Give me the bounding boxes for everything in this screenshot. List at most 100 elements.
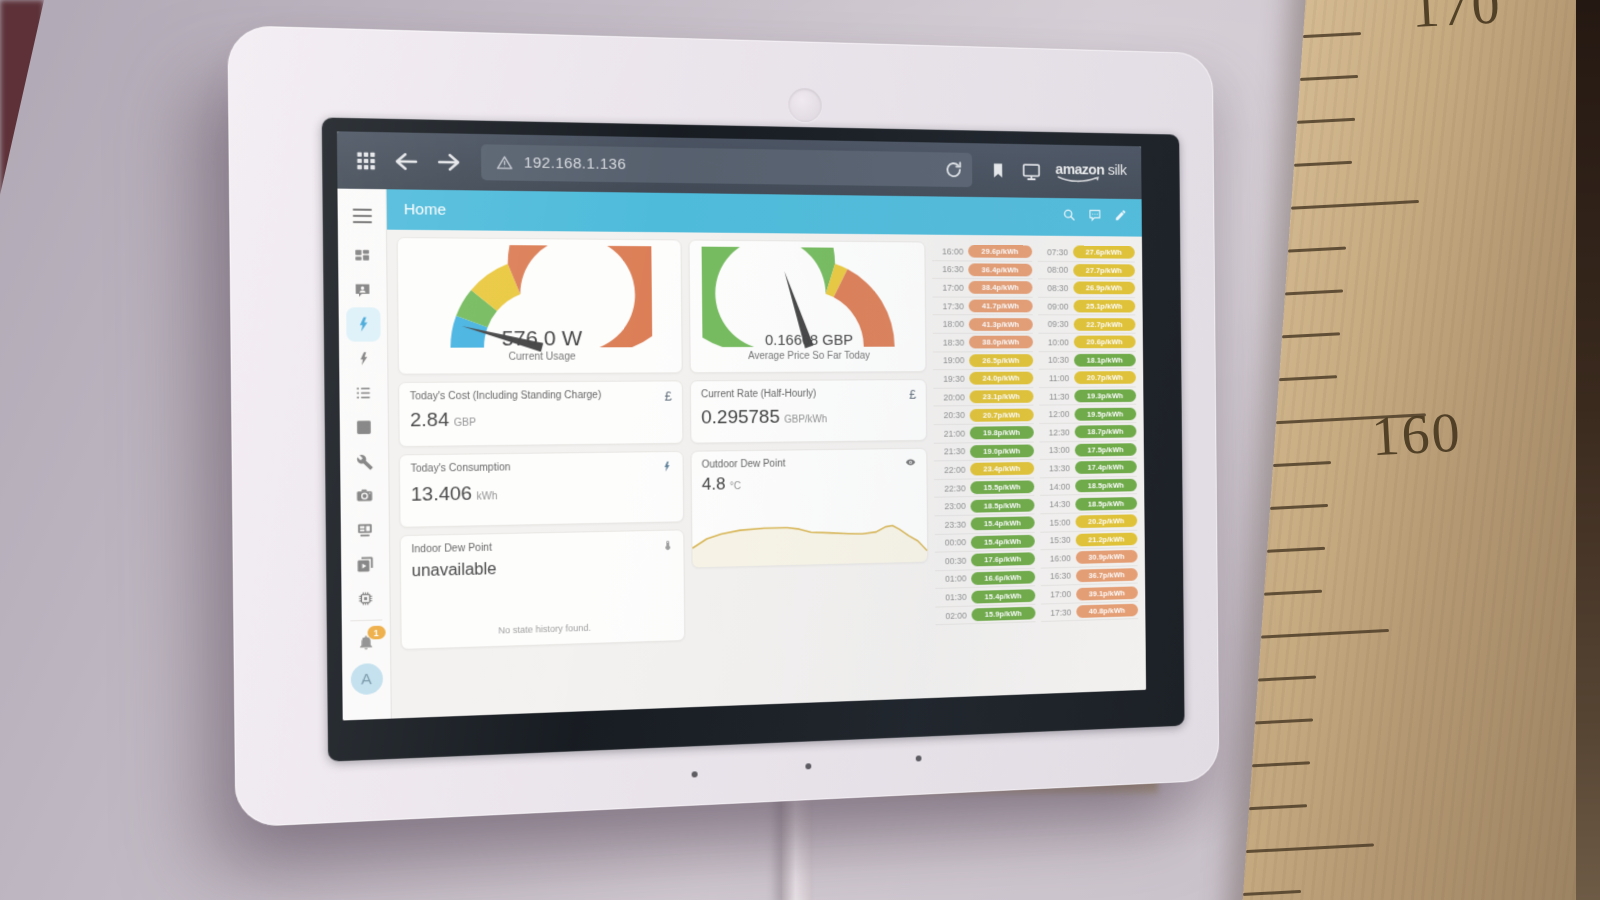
tabs-button[interactable] [1020,160,1043,182]
price-row: 10:00 20.6p/kWh [1038,333,1136,352]
ruler-tick [1284,289,1344,296]
camera-lens [787,88,822,123]
price-time: 20:00 [943,392,965,403]
assist-icon[interactable] [1088,208,1101,226]
price-row: 21:00 19.8p/kWh [933,424,1034,444]
gauge-caption: Current Usage [508,351,576,363]
sidebar-item-hacs[interactable] [348,513,383,548]
ruler-tick [1269,503,1329,510]
price-pill: 41.7p/kWh [968,299,1033,313]
price-pill: 15.4p/kWh [970,516,1035,531]
price-time: 14:00 [1049,481,1071,492]
sidebar-item-logbook[interactable] [346,376,381,410]
ruler-label-160: 160 [1369,401,1464,469]
price-pill: 24.0p/kWh [969,372,1033,386]
price-pill: 15.4p/kWh [971,588,1035,604]
sidebar-item-overview[interactable] [345,239,380,274]
card-indoor-dew-point[interactable]: Indoor Dew Point unavailable No state hi… [399,529,686,650]
gauge-card-average-price[interactable]: 0.16668 GBP Average Price So Far Today [688,239,927,374]
notifications-button[interactable]: 1 [349,625,386,660]
price-pill: 17.4p/kWh [1074,460,1137,475]
sidebar-item-media[interactable] [348,547,383,582]
bookmark-button[interactable] [989,160,1007,181]
dew-point-history-graph [692,507,928,568]
sidebar-item-esphome[interactable] [348,581,383,616]
sidebar-item-history[interactable] [347,410,382,445]
sidebar-item-developer-tools[interactable] [347,444,382,479]
price-row: 15:30 21.2p/kWh [1039,530,1138,551]
flash-icon [660,460,672,475]
price-time: 19:30 [943,373,965,384]
ruler-tick [1261,628,1389,639]
amazon-smile-icon [1056,174,1106,182]
price-time: 14:30 [1049,499,1071,510]
price-pill: 20.7p/kWh [1073,371,1136,385]
card-todays-consumption[interactable]: Today's Consumption 13.406 kWh [398,450,685,528]
price-table: 16:00 29.6p/kWh 16:30 36.4p/kWh 17:00 38.4p/k… [931,242,1139,698]
card-current-rate[interactable]: Current Rate (Half-Hourly) £ 0.295785 GB… [689,379,928,444]
price-time: 16:00 [1049,553,1071,564]
ruler-tick [1302,32,1362,39]
price-row: 14:00 18.5p/kWh [1039,476,1137,497]
price-pill: 20.2p/kWh [1075,514,1138,529]
price-pill: 27.7p/kWh [1072,263,1135,277]
price-pill: 22.7p/kWh [1073,317,1136,331]
ruler-tick [1296,117,1356,124]
sidebar-item-camera[interactable] [347,478,382,513]
price-time: 08:30 [1047,283,1069,294]
consumption-value: 13.406 [410,483,473,506]
notification-badge: 1 [366,625,386,640]
amazon-silk-logo: amazon silk [1055,161,1127,183]
price-time: 02:00 [945,610,967,621]
price-pill: 18.5p/kWh [1074,478,1137,493]
ruler-tick [1243,889,1302,896]
price-row: 07:30 27.6p/kWh [1037,243,1135,263]
price-row: 08:00 27.7p/kWh [1037,261,1136,280]
price-time: 10:30 [1047,355,1070,366]
currency-gbp-icon: £ [909,386,917,402]
price-pill: 27.6p/kWh [1072,245,1135,259]
price-row: 20:00 23.1p/kWh [933,387,1034,407]
menu-button[interactable] [345,198,380,233]
user-avatar[interactable]: A [350,662,383,696]
price-pill: 19.3p/kWh [1073,389,1137,403]
door-frame-right [1576,0,1600,900]
sidebar-item-energy-active[interactable] [345,307,381,342]
refresh-button[interactable] [943,159,963,180]
price-row: 18:30 38.0p/kWh [932,333,1033,353]
price-time: 22:30 [944,482,966,494]
price-row: 22:30 15.5p/kWh [934,478,1034,499]
price-time: 17:30 [942,301,964,311]
price-time: 00:30 [944,555,967,567]
price-time: 21:30 [943,446,966,457]
ruler-tick [1258,675,1317,682]
price-pill: 39.1p/kWh [1075,585,1138,601]
address-bar[interactable]: 192.168.1.136 [480,144,973,188]
price-row: 12:00 19.5p/kWh [1038,405,1137,424]
price-row: 11:30 19.3p/kWh [1038,387,1137,406]
card-outdoor-dew-point[interactable]: Outdoor Dew Point 4.8 °C [690,447,929,569]
price-row: 09:00 25.1p/kWh [1037,297,1136,316]
price-pill: 38.4p/kWh [968,281,1033,295]
price-time: 12:00 [1048,409,1070,420]
search-icon[interactable] [1062,208,1075,227]
price-time: 15:00 [1049,517,1071,528]
price-pill: 38.0p/kWh [968,335,1033,349]
price-pill: 26.9p/kWh [1072,281,1136,295]
url-text: 192.168.1.136 [523,154,627,174]
cost-unit: GBP [453,417,476,429]
card-todays-cost[interactable]: Today's Cost (Including Standing Charge)… [398,380,684,448]
apps-grid-icon[interactable] [354,149,378,172]
back-button[interactable] [393,149,421,172]
forward-button[interactable] [435,150,463,173]
edit-dashboard-icon[interactable] [1114,208,1127,226]
card-title: Indoor Dew Point [411,542,492,556]
sidebar-item-presence[interactable] [345,273,380,307]
price-pill: 41.3p/kWh [968,317,1033,331]
price-pill: 17.6p/kWh [970,552,1035,567]
ruler-tick [1246,843,1374,854]
price-time: 16:30 [1049,571,1071,582]
sidebar-item-energy[interactable] [346,342,381,376]
gauge-card-current-usage[interactable]: 576.0 W Current Usage [396,236,683,375]
price-time: 11:30 [1048,391,1070,402]
